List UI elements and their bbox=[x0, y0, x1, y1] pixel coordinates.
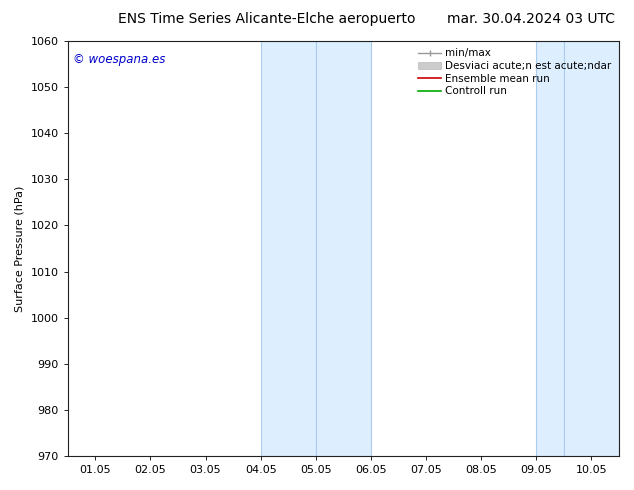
Bar bbox=[316, 41, 371, 456]
Text: © woespana.es: © woespana.es bbox=[73, 53, 165, 67]
Text: ENS Time Series Alicante-Elche aeropuerto: ENS Time Series Alicante-Elche aeropuert… bbox=[117, 12, 415, 26]
Y-axis label: Surface Pressure (hPa): Surface Pressure (hPa) bbox=[15, 185, 25, 312]
Bar bbox=[261, 41, 316, 456]
Legend: min/max, Desviaci acute;n est acute;ndar, Ensemble mean run, Controll run: min/max, Desviaci acute;n est acute;ndar… bbox=[417, 46, 614, 98]
Bar bbox=[536, 41, 564, 456]
Text: mar. 30.04.2024 03 UTC: mar. 30.04.2024 03 UTC bbox=[447, 12, 615, 26]
Bar bbox=[564, 41, 619, 456]
